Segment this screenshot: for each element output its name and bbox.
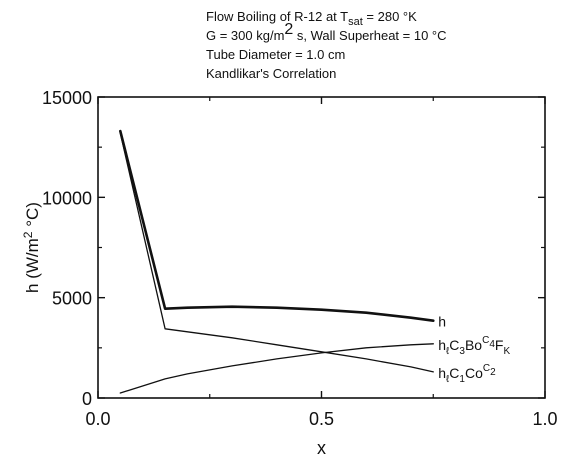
chart-title: Flow Boiling of R-12 at Tsat = 280 °KG =… (206, 9, 447, 81)
series-line-1 (119, 132, 434, 373)
y-tick-label: 0 (82, 389, 92, 409)
chart-title-line: Flow Boiling of R-12 at Tsat = 280 °K (206, 9, 417, 28)
series-lines (119, 129, 435, 394)
chart-title-line: Kandlikar's Correlation (206, 66, 336, 81)
y-tick-label: 10000 (42, 188, 92, 208)
series-line-2 (119, 343, 434, 394)
series-label-1: hℓC1CoC2 (438, 363, 496, 385)
y-tick-label: 15000 (42, 88, 92, 108)
chart-title-line: G = 300 kg/m2 s, Wall Superheat = 10 °C (206, 21, 447, 43)
x-tick-label: 0.0 (85, 409, 110, 429)
x-axis-label: x (317, 438, 326, 458)
series-labels: h hℓC1CoC2 hℓC3BoC4FK (438, 314, 510, 385)
axis-tick-labels: 0.0 0.5 1.0 0 5000 10000 15000 (42, 88, 558, 429)
series-label-2: hℓC3BoC4FK (438, 335, 510, 357)
x-tick-label: 0.5 (309, 409, 334, 429)
y-tick-label: 5000 (52, 289, 92, 309)
series-label-0: h (438, 314, 446, 330)
series-line-0 (119, 129, 435, 323)
x-tick-label: 1.0 (532, 409, 557, 429)
y-axis-label: h (W/m2 °C) (21, 202, 42, 293)
axis-ticks (97, 96, 546, 399)
chart-title-line: Tube Diameter = 1.0 cm (206, 47, 345, 62)
